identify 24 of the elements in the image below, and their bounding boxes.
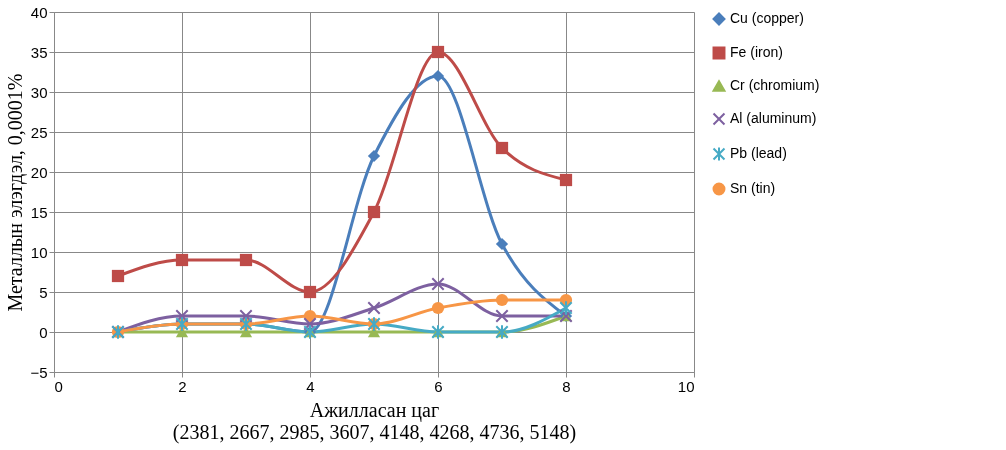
y-tick-label: 30: [30, 83, 48, 101]
y-tick-label: 35: [30, 43, 48, 61]
y-tick-label: 10: [30, 243, 48, 261]
x-tick-label: 2: [178, 377, 187, 395]
legend-label: Al (aluminum): [730, 110, 817, 126]
y-tick-label: −5: [30, 363, 48, 381]
x-tick-label: 0: [54, 377, 63, 395]
y-tick-label: 0: [39, 323, 48, 341]
legend-label: Fe (iron): [730, 44, 783, 60]
legend-label: Cr (chromium): [730, 77, 820, 93]
x-axis-title: Ажилласан цаг (2381, 2667, 2985, 3607, 4148, 4268, 4736, 5148): [172, 398, 577, 444]
y-tick-label: 15: [30, 203, 48, 221]
x-tick-label: 8: [562, 377, 571, 395]
x-tick-label: 6: [434, 377, 443, 395]
y-tick-label: 20: [30, 163, 48, 181]
x-tick-label: 10: [677, 377, 695, 395]
y-tick-label: 5: [39, 283, 48, 301]
y-tick-label: 40: [30, 3, 48, 21]
legend-label: Pb (lead): [730, 145, 787, 161]
y-tick-label: 25: [30, 123, 48, 141]
legend-label: Cu (copper): [730, 10, 804, 26]
y-axis-title: Металлын элэгдэл, 0,0001%: [4, 73, 28, 312]
legend-label: Sn (tin): [730, 180, 776, 196]
x-tick-label: 4: [306, 377, 315, 395]
